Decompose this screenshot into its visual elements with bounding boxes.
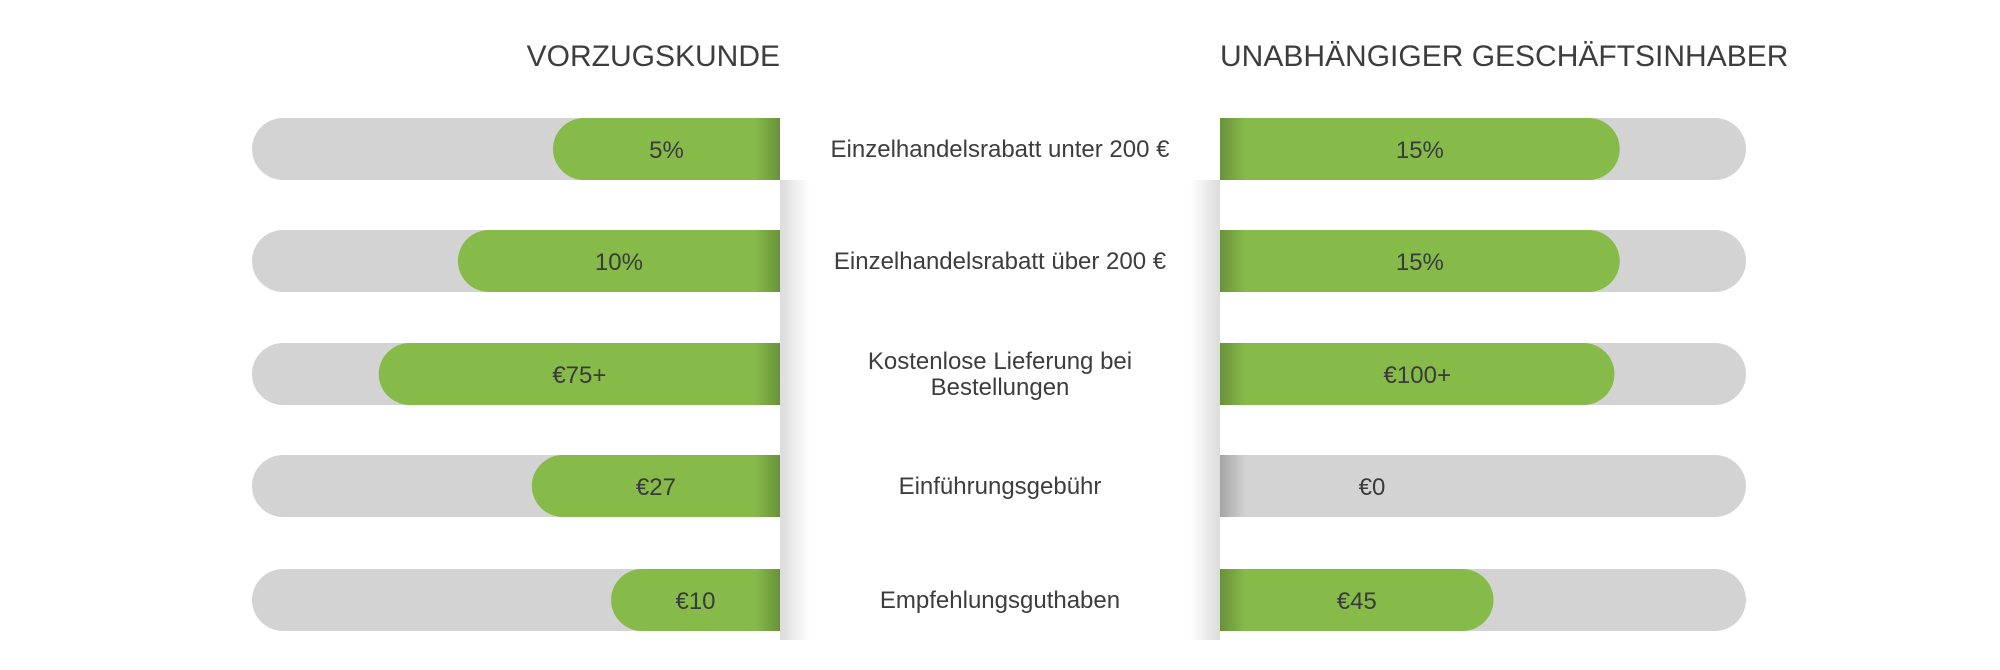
left-bar (552, 118, 780, 180)
left-value-label: 10% (595, 249, 643, 276)
right-value-label: €45 (1337, 588, 1377, 615)
right-value-label: 15% (1396, 137, 1444, 164)
right-column-title: UNABHÄNGIGER GESCHÄFTSINHABER (1220, 40, 1788, 73)
right-value-label: €0 (1359, 474, 1386, 501)
category-label: Einzelhandelsrabatt über 200 € (834, 248, 1167, 275)
chart-row: 5% 15% Einzelhandelsrabatt unter 200 € (252, 118, 1746, 180)
left-edge-shadow (754, 455, 780, 517)
left-bar (611, 569, 780, 631)
left-bar (378, 343, 780, 405)
right-bar (1220, 230, 1620, 292)
left-bar (457, 230, 780, 292)
right-track (1220, 455, 1746, 517)
left-bar (531, 455, 780, 517)
left-value-label: €10 (675, 588, 715, 615)
left-column-title: VORZUGSKUNDE (527, 40, 780, 73)
right-edge-shadow (1220, 118, 1246, 180)
category-label: Einführungsgebühr (899, 473, 1102, 500)
chart-row: €10 €45 Empfehlungsguthaben (252, 569, 1746, 631)
chart-rows: 5% 15%Einzelhandelsrabatt unter 200 €10% 1… (252, 118, 1746, 640)
left-value-label: €27 (636, 474, 676, 501)
right-edge-shadow (1220, 569, 1246, 631)
chart-row: 10% 15% Einzelhandelsrabatt über 200 € (252, 230, 1746, 292)
category-label: Einzelhandelsrabatt unter 200 € (831, 136, 1171, 163)
category-label: Kostenlose Lieferung bei (868, 348, 1132, 375)
right-bar (1220, 569, 1494, 631)
left-edge-shadow (754, 118, 780, 180)
right-value-label: €100+ (1384, 362, 1451, 389)
right-value-label: 15% (1396, 249, 1444, 276)
left-edge-shadow (754, 343, 780, 405)
right-bar (1220, 343, 1615, 405)
right-edge-shadow (1220, 343, 1246, 405)
left-value-label: €75+ (552, 362, 606, 389)
right-edge-shadow (1220, 455, 1246, 517)
category-label: Empfehlungsguthaben (880, 587, 1120, 614)
left-value-label: 5% (649, 137, 684, 164)
centre-fold-shadow-left (780, 180, 810, 640)
centre-fold-shadow-right (1190, 180, 1220, 640)
category-label: Bestellungen (931, 374, 1070, 401)
chart-row: €27 €0 Einführungsgebühr (252, 455, 1746, 517)
chart-row: €75+ €100+ Kostenlose Lieferung beiBestell… (252, 343, 1746, 405)
right-bar (1220, 118, 1620, 180)
left-edge-shadow (754, 569, 780, 631)
right-edge-shadow (1220, 230, 1246, 292)
left-edge-shadow (754, 230, 780, 292)
